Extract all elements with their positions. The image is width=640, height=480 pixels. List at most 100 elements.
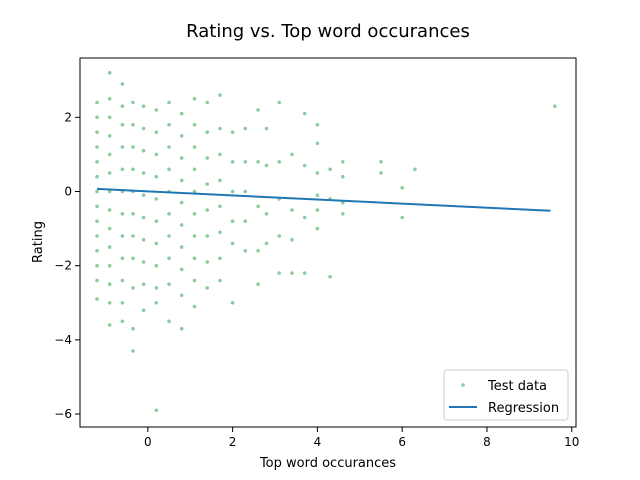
scatter-point	[95, 100, 99, 105]
scatter-point	[120, 234, 125, 238]
scatter-point	[192, 212, 197, 216]
scatter-point	[131, 123, 135, 127]
scatter-point	[179, 245, 184, 249]
scatter-point	[218, 178, 222, 183]
scatter-point	[179, 156, 184, 160]
scatter-point	[379, 160, 383, 164]
scatter-point	[120, 82, 125, 86]
scatter-point	[192, 189, 197, 194]
x-axis-label: Top word occurances	[259, 456, 396, 471]
scatter-point	[218, 278, 222, 283]
scatter-point	[400, 186, 405, 190]
scatter-point	[154, 301, 159, 305]
x-tick-label: 0	[144, 435, 152, 449]
scatter-point	[243, 219, 248, 223]
scatter-point	[277, 271, 282, 275]
scatter-point	[95, 263, 99, 268]
chart-title: Rating vs. Top word occurances	[186, 21, 470, 42]
scatter-point	[218, 204, 222, 209]
scatter-point	[205, 130, 209, 134]
scatter-point	[328, 167, 332, 172]
plot-frame	[79, 57, 577, 428]
scatter-point	[154, 241, 159, 246]
scatter-point	[341, 174, 345, 179]
scatter-point	[192, 256, 197, 261]
scatter-point	[264, 212, 269, 216]
scatter-point	[290, 152, 294, 157]
scatter-point	[218, 230, 222, 235]
scatter-point	[167, 167, 171, 172]
scatter-point	[131, 167, 135, 172]
scatter-point	[243, 249, 248, 253]
scatter-point	[205, 182, 209, 186]
scatter-point	[243, 126, 248, 131]
scatter-point	[553, 104, 557, 108]
scatter-point	[218, 256, 222, 261]
scatter-point	[154, 130, 159, 134]
scatter-point	[277, 234, 282, 238]
scatter-point	[95, 219, 99, 223]
scatter-point	[302, 215, 307, 220]
scatter-point	[264, 126, 269, 131]
scatter-points	[95, 71, 557, 413]
scatter-point	[107, 301, 112, 305]
scatter-point	[315, 226, 320, 231]
scatter-point	[95, 174, 99, 179]
scatter-point	[218, 126, 222, 131]
scatter-point	[120, 319, 125, 324]
x-tick-label: 6	[398, 435, 406, 449]
scatter-point	[131, 145, 135, 149]
y-tick-label: −4	[54, 333, 72, 347]
scatter-point	[95, 115, 99, 120]
scatter-point	[95, 297, 99, 301]
scatter-point	[141, 215, 146, 220]
scatter-point	[205, 234, 209, 238]
scatter-point	[141, 171, 146, 175]
legend-test-data-marker	[461, 383, 465, 387]
scatter-point	[95, 249, 99, 253]
scatter-point	[141, 126, 146, 131]
scatter-point	[328, 275, 332, 279]
scatter-point	[141, 308, 146, 313]
scatter-point	[167, 145, 171, 149]
scatter-point	[179, 111, 184, 116]
scatter-point	[277, 160, 282, 164]
scatter-point	[107, 226, 112, 231]
scatter-point	[315, 171, 320, 175]
scatter-point	[154, 219, 159, 223]
x-tick-label: 8	[483, 435, 491, 449]
scatter-point	[120, 301, 125, 305]
scatter-point	[131, 212, 135, 216]
scatter-point	[302, 163, 307, 168]
scatter-point	[167, 100, 171, 105]
scatter-point	[107, 171, 112, 175]
scatter-point	[107, 263, 112, 268]
scatter-point	[120, 256, 125, 261]
scatter-point	[179, 293, 184, 298]
scatter-point	[179, 223, 184, 227]
scatter-point	[141, 260, 146, 264]
scatter-point	[141, 193, 146, 197]
scatter-point	[167, 319, 171, 324]
scatter-point	[154, 108, 159, 112]
scatter-point	[192, 97, 197, 101]
scatter-point	[205, 286, 209, 290]
scatter-point	[95, 130, 99, 134]
scatter-point	[131, 286, 135, 290]
y-tick-label: −2	[54, 259, 72, 273]
scatter-point	[154, 152, 159, 157]
scatter-point	[256, 282, 260, 287]
scatter-point	[95, 189, 99, 194]
scatter-point	[205, 260, 209, 264]
scatter-point	[264, 241, 269, 246]
scatter-point	[120, 123, 125, 127]
scatter-point	[256, 108, 260, 112]
scatter-point	[167, 234, 171, 238]
scatter-point	[205, 156, 209, 160]
scatter-point	[256, 249, 260, 253]
scatter-point	[179, 267, 184, 272]
scatter-point	[95, 204, 99, 209]
x-axis-ticks: 0 2 4 6 8 10	[144, 427, 579, 449]
scatter-point	[277, 100, 282, 105]
scatter-point	[167, 212, 171, 216]
